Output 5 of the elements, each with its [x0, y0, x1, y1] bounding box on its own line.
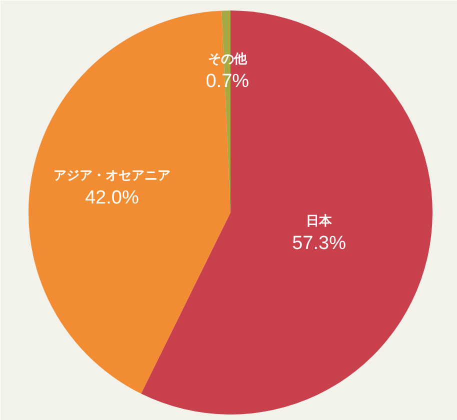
data-label: 0.7%	[206, 71, 250, 92]
slice-label: アジア・オセアニア	[53, 168, 170, 184]
slice-label: 日本	[306, 214, 334, 230]
data-label: 57.3%	[292, 233, 346, 254]
data-label: 42.0%	[84, 188, 139, 209]
